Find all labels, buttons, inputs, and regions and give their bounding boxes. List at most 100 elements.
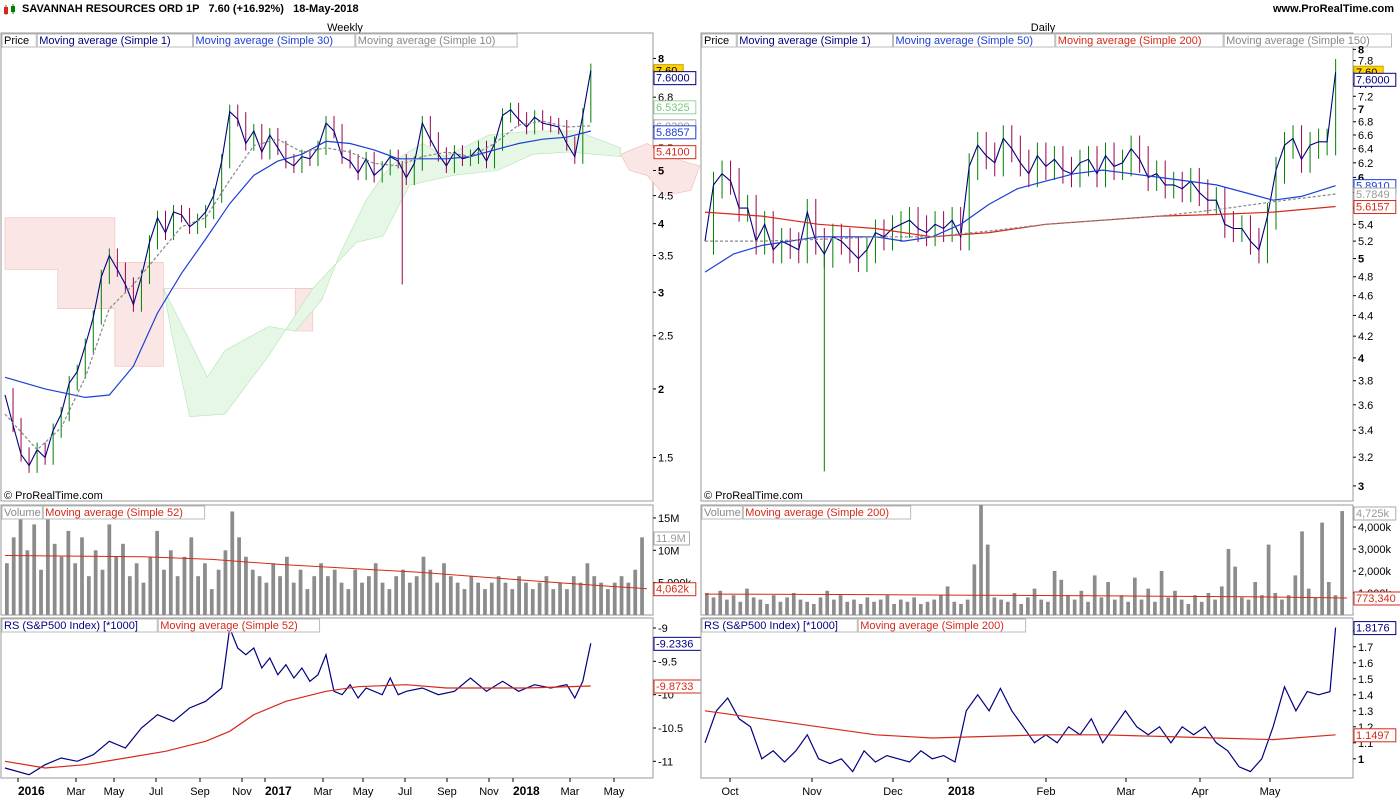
- volume-bar: [510, 589, 515, 615]
- volume-bar: [380, 582, 385, 615]
- volume-bar: [121, 543, 125, 615]
- volume-bar: [155, 530, 160, 615]
- volume-bar: [462, 589, 467, 615]
- volume-bar: [1186, 604, 1191, 615]
- daily-price-frame: [700, 32, 1354, 502]
- volume-bar: [1320, 522, 1324, 615]
- volume-bar: [298, 569, 303, 615]
- last-value-text: 1.1497: [1356, 730, 1390, 742]
- y-tick-label: 7.8: [1358, 56, 1373, 68]
- volume-bar: [872, 601, 876, 615]
- volume-bar: [5, 563, 9, 615]
- ma-line: [704, 205, 1336, 238]
- y-tick-label: 3: [658, 287, 664, 299]
- volume-bar: [319, 563, 323, 615]
- volume-bar: [1026, 597, 1030, 615]
- volume-bar: [1213, 599, 1217, 615]
- volume-bar: [1092, 575, 1097, 615]
- volume-bar: [1233, 566, 1237, 615]
- copyright-daily: © ProRealTime.com: [704, 490, 803, 502]
- volume-bar: [898, 599, 903, 615]
- x-tick-label: Jul: [398, 786, 412, 798]
- x-tick-label: Mar: [561, 786, 580, 798]
- volume-bar: [203, 563, 207, 615]
- y-tick-label: 10M: [658, 545, 679, 557]
- volume-bar: [1280, 599, 1284, 615]
- volume-bar: [216, 569, 221, 615]
- last-value-text: 5.4100: [656, 147, 690, 159]
- last-value-label: [1353, 200, 1397, 215]
- volume-bar: [1333, 595, 1338, 615]
- volume-bar: [979, 505, 983, 615]
- instrument-title: SAVANNAH RESOURCES ORD 1P 7.60 (+16.92%)…: [22, 3, 359, 15]
- y-tick-label: 4.5: [658, 191, 673, 203]
- rs-line: [704, 710, 1336, 741]
- x-tick-label: May: [604, 786, 625, 798]
- last-value-text: 4,062k: [656, 584, 690, 596]
- volume-bar: [45, 517, 50, 615]
- volume-bar: [1146, 588, 1151, 615]
- volume-bar: [1059, 579, 1064, 615]
- volume-bar: [524, 582, 528, 615]
- volume-bar: [1079, 590, 1084, 615]
- volume-bar: [517, 576, 521, 615]
- ma-line: [4, 130, 591, 399]
- last-value-label: [653, 582, 697, 597]
- volume-bar: [1126, 601, 1130, 615]
- legend-item: Moving average (Simple 1): [739, 35, 870, 47]
- y-tick-label: 1.3: [1358, 706, 1373, 718]
- last-value-text: -9.8733: [656, 681, 693, 693]
- volume-bar: [1099, 597, 1104, 615]
- volume-bar: [738, 601, 743, 615]
- volume-bar: [455, 582, 460, 615]
- volume-bar: [52, 543, 57, 615]
- volume-bar: [626, 582, 631, 615]
- last-value-label: [653, 100, 697, 115]
- y-tick-label: 4.4: [1358, 310, 1373, 322]
- last-value-text: 5.7849: [1356, 189, 1390, 201]
- volume-bar: [825, 590, 830, 615]
- y-tick-label: 7: [1358, 104, 1364, 116]
- volume-bar: [1206, 593, 1211, 615]
- ma-line: [705, 193, 1336, 242]
- legend-item: Moving average (Simple 200): [860, 620, 1004, 632]
- rs-line: [704, 627, 1337, 773]
- x-tick-label: Dec: [883, 786, 903, 798]
- legend-box: [701, 505, 743, 520]
- volume-bar: [59, 556, 64, 615]
- volume-bar: [1019, 604, 1023, 615]
- price-line: [704, 72, 1337, 260]
- volume-bar: [785, 597, 789, 615]
- volume-bar: [291, 582, 296, 615]
- x-tick-label: May: [353, 786, 374, 798]
- volume-bar: [168, 550, 173, 615]
- volume-bar: [421, 556, 426, 615]
- volume-bar: [230, 511, 235, 615]
- volume-bar: [503, 582, 508, 615]
- volume-bar: [1139, 599, 1144, 615]
- volume-bar: [1340, 511, 1344, 615]
- x-tick-label: 2018: [513, 784, 540, 798]
- legend-item: Volume: [704, 507, 741, 519]
- x-tick-label: Mar: [314, 786, 333, 798]
- volume-bar: [442, 563, 446, 615]
- last-value-label: [1353, 591, 1400, 606]
- volume-bar: [407, 582, 412, 615]
- brand-link[interactable]: www.ProRealTime.com: [1272, 3, 1394, 15]
- volume-bar: [1286, 595, 1291, 615]
- volume-bar: [223, 550, 228, 615]
- legend-box: [701, 33, 737, 48]
- volume-bar: [778, 601, 783, 615]
- x-tick-label: Feb: [1037, 786, 1056, 798]
- volume-bar: [339, 582, 344, 615]
- volume-bar: [725, 599, 729, 615]
- volume-bar: [1106, 582, 1110, 615]
- volume-bar: [353, 569, 358, 615]
- legend-item: RS (S&P500 Index) [*1000]: [704, 620, 838, 632]
- volume-bar: [985, 544, 990, 615]
- volume-bar: [892, 604, 896, 615]
- volume-bar: [366, 576, 371, 615]
- y-tick-label: 1.5: [1358, 674, 1373, 686]
- volume-bar: [592, 576, 597, 615]
- volume-bar: [141, 582, 146, 615]
